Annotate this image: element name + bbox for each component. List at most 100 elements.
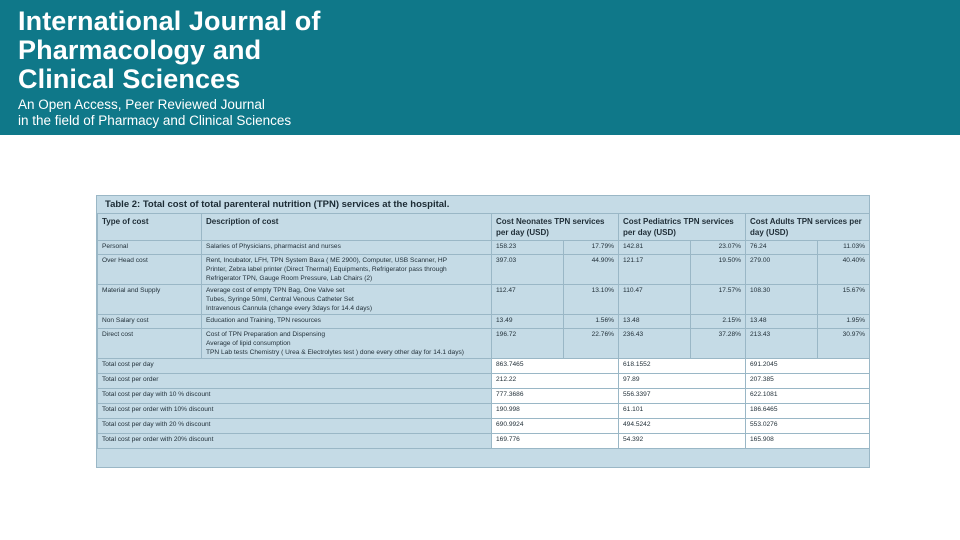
type-cell: Personal: [97, 240, 202, 255]
description-cell: Cost of TPN Preparation and Dispensing Av…: [201, 328, 492, 359]
adults-percent: 15.67%: [817, 284, 871, 315]
neonates-total: 190.998: [490, 403, 620, 419]
description-line: Tubes, Syringe 50ml, Central Venous Cath…: [206, 296, 354, 303]
header-pediatrics: Cost Pediatrics TPN services per day (US…: [618, 213, 747, 241]
type-cell: Direct cost: [97, 328, 202, 359]
adults-value: 76.24: [745, 240, 819, 255]
table-row: Over Head cost Rent, Incubator, LFH, TPN …: [97, 254, 871, 285]
pediatrics-total: 494.5242: [618, 418, 747, 434]
summary-row: Total cost per order with 10% discount 19…: [97, 403, 871, 419]
adults-total: 622.1081: [745, 388, 871, 404]
header-description: Description of cost: [201, 213, 492, 241]
description-line: Rent, Incubator, LFH, TPN System Baxa ( …: [206, 257, 448, 264]
pediatrics-value: 142.81: [618, 240, 692, 255]
pediatrics-value: 236.43: [618, 328, 692, 359]
description-line: Salaries of Physicians, pharmacist and n…: [206, 243, 341, 250]
description-line: Average of lipid consumption: [206, 340, 291, 347]
journal-subtitle-line: An Open Access, Peer Reviewed Journal: [18, 97, 265, 112]
adults-percent: 1.95%: [817, 314, 871, 329]
journal-title: International Journal of Pharmacology an…: [18, 7, 618, 94]
table-row: Non Salary cost Education and Training, T…: [97, 314, 871, 329]
adults-percent: 11.03%: [817, 240, 871, 255]
pediatrics-total: 97.89: [618, 373, 747, 389]
neonates-value: 13.49: [491, 314, 564, 329]
description-line: Average cost of empty TPN Bag, One Valve…: [206, 287, 345, 294]
neonates-percent: 13.10%: [562, 284, 620, 315]
header-adults: Cost Adults TPN services per day (USD): [745, 213, 871, 241]
type-cell: Material and Supply: [97, 284, 202, 315]
summary-label: Total cost per day with 10 % discount: [97, 388, 492, 404]
cost-table-image: Table 2: Total cost of total parenteral …: [96, 195, 871, 468]
pediatrics-value: 121.17: [618, 254, 692, 285]
adults-value: 108.30: [745, 284, 819, 315]
journal-title-line: International Journal of: [18, 6, 321, 36]
description-line: TPN Lab tests Chemistry ( Urea & Electro…: [206, 349, 464, 356]
neonates-percent: 17.79%: [562, 240, 620, 255]
adults-value: 279.00: [745, 254, 819, 285]
neonates-total: 212.22: [490, 373, 620, 389]
adults-percent: 30.97%: [817, 328, 871, 359]
neonates-total: 169.776: [490, 433, 620, 449]
description-line: Education and Training, TPN resources: [206, 317, 321, 324]
description-line: Intravenous Cannula (change every 3days …: [206, 305, 373, 312]
neonates-percent: 44.90%: [562, 254, 620, 285]
adults-value: 13.48: [745, 314, 819, 329]
header-type: Type of cost: [97, 213, 202, 241]
description-cell: Salaries of Physicians, pharmacist and n…: [201, 240, 492, 255]
description-line: Refrigerator TPN, Gauge Room Pressure, L…: [206, 275, 373, 282]
neonates-value: 196.72: [491, 328, 564, 359]
table-caption: Table 2: Total cost of total parenteral …: [105, 199, 450, 210]
journal-banner: International Journal of Pharmacology an…: [0, 0, 960, 135]
type-cell: Non Salary cost: [97, 314, 202, 329]
neonates-total: 863.7465: [490, 358, 620, 374]
summary-row: Total cost per order 212.22 97.89 207.385: [97, 373, 871, 389]
pediatrics-percent: 37.28%: [690, 328, 747, 359]
summary-label: Total cost per order: [97, 373, 492, 389]
pediatrics-total: 618.1552: [618, 358, 747, 374]
neonates-percent: 22.76%: [562, 328, 620, 359]
journal-title-line: Clinical Sciences: [18, 64, 241, 94]
neonates-total: 777.3686: [490, 388, 620, 404]
table-row: Personal Salaries of Physicians, pharmaci…: [97, 240, 871, 255]
table-header-row: Type of cost Description of cost Cost Ne…: [97, 213, 871, 241]
neonates-value: 397.03: [491, 254, 564, 285]
adults-total: 207.385: [745, 373, 871, 389]
pediatrics-percent: 2.15%: [690, 314, 747, 329]
description-cell: Rent, Incubator, LFH, TPN System Baxa ( …: [201, 254, 492, 285]
description-cell: Education and Training, TPN resources: [201, 314, 492, 329]
summary-label: Total cost per order with 10% discount: [97, 403, 492, 419]
adults-total: 691.2045: [745, 358, 871, 374]
adults-total: 165.908: [745, 433, 871, 449]
adults-total: 553.0276: [745, 418, 871, 434]
pediatrics-percent: 19.50%: [690, 254, 747, 285]
neonates-value: 158.23: [491, 240, 564, 255]
type-cell: Over Head cost: [97, 254, 202, 285]
neonates-value: 112.47: [491, 284, 564, 315]
pediatrics-percent: 17.57%: [690, 284, 747, 315]
journal-subtitle-line: in the field of Pharmacy and Clinical Sc…: [18, 113, 292, 128]
adults-total: 186.6465: [745, 403, 871, 419]
table-row: Material and Supply Average cost of empty…: [97, 284, 871, 315]
neonates-percent: 1.56%: [562, 314, 620, 329]
pediatrics-total: 556.3397: [618, 388, 747, 404]
summary-label: Total cost per day: [97, 358, 492, 374]
summary-label: Total cost per day with 20 % discount: [97, 418, 492, 434]
pediatrics-percent: 23.07%: [690, 240, 747, 255]
description-line: Printer, Zebra label printer (Direct The…: [206, 266, 447, 273]
pediatrics-total: 61.101: [618, 403, 747, 419]
summary-label: Total cost per order with 20% discount: [97, 433, 492, 449]
summary-row: Total cost per day 863.7465 618.1552 691.20…: [97, 358, 871, 374]
summary-row: Total cost per order with 20% discount 16…: [97, 433, 871, 449]
description-cell: Average cost of empty TPN Bag, One Valve…: [201, 284, 492, 315]
adults-percent: 40.40%: [817, 254, 871, 285]
pediatrics-total: 54.392: [618, 433, 747, 449]
neonates-total: 690.9924: [490, 418, 620, 434]
table-row: Direct cost Cost of TPN Preparation and D…: [97, 328, 871, 359]
header-neonates: Cost Neonates TPN services per day (USD): [490, 213, 620, 241]
description-line: Cost of TPN Preparation and Dispensing: [206, 331, 325, 338]
pediatrics-value: 13.48: [618, 314, 692, 329]
adults-value: 213.43: [745, 328, 819, 359]
pediatrics-value: 110.47: [618, 284, 692, 315]
journal-subtitle: An Open Access, Peer Reviewed Journal in…: [18, 97, 291, 129]
summary-row: Total cost per day with 10 % discount 777…: [97, 388, 871, 404]
